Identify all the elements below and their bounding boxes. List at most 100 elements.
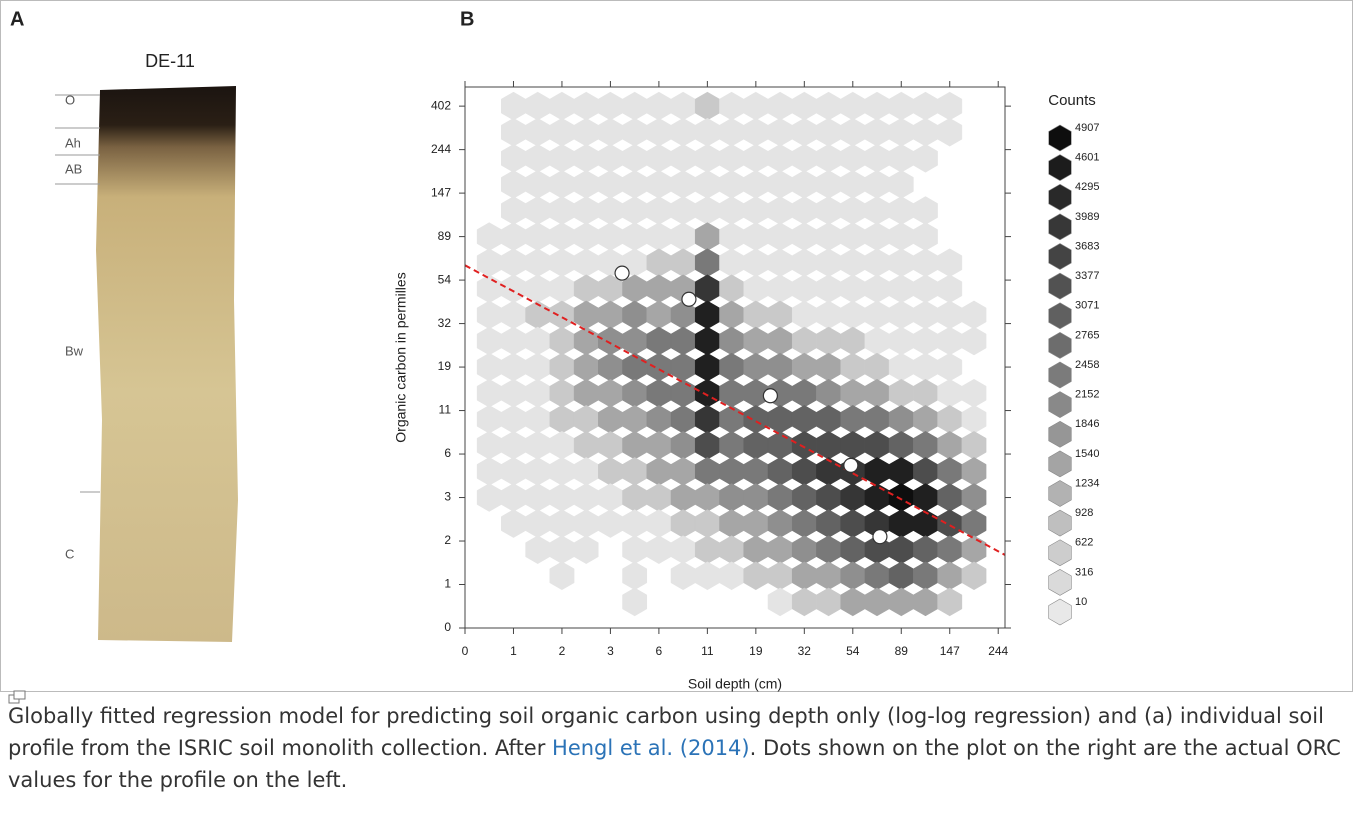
hex-cell: [743, 457, 769, 486]
hex-cell: [670, 509, 696, 538]
hex-cell: [598, 300, 623, 330]
legend-hex: [1048, 509, 1072, 537]
hex-cell: [525, 431, 551, 460]
hex-cell: [525, 352, 551, 382]
citation-link[interactable]: Hengl et al. (2014): [552, 736, 750, 760]
hex-cell: [670, 378, 696, 408]
plot-frame: [464, 86, 1006, 629]
hex-cell: [767, 587, 793, 617]
hex-cell: [549, 117, 575, 147]
y-tick-label: 6: [444, 446, 451, 460]
legend-hex: [1048, 272, 1072, 300]
hex-cell: [598, 483, 623, 512]
hex-cell: [622, 378, 648, 408]
hex-cell: [573, 509, 599, 538]
hex-cell: [694, 431, 720, 460]
hex-cell: [961, 326, 987, 356]
hex-cell: [573, 300, 599, 330]
hex-cell: [477, 92, 501, 120]
legend-label: 2458: [1075, 359, 1099, 371]
legend-label: 1846: [1075, 418, 1099, 430]
legend-label: 4601: [1075, 152, 1099, 164]
hex-cell: [888, 144, 914, 173]
hex-cell: [840, 483, 866, 512]
hex-cell: [791, 405, 817, 434]
hex-cell: [501, 91, 526, 121]
hex-cell: [743, 170, 769, 199]
hex-cell: [622, 91, 648, 121]
hex-cell: [743, 300, 769, 330]
hex-cell: [743, 144, 769, 173]
enlarge-icon[interactable]: [8, 690, 26, 704]
hex-cell: [743, 274, 769, 304]
legend-label: 3071: [1075, 300, 1099, 312]
hex-cell: [816, 509, 841, 538]
profile-point: [614, 265, 630, 281]
hex-cell: [816, 91, 841, 121]
legend-hex: [1048, 420, 1072, 448]
legend-label: 3989: [1075, 211, 1099, 223]
hex-cell: [598, 562, 622, 590]
hex-cell: [719, 274, 744, 304]
hex-cell: [525, 91, 551, 121]
hex-cell: [937, 561, 963, 591]
hex-cell: [816, 274, 841, 304]
hex-cell: [598, 117, 623, 147]
hex-cell: [719, 91, 744, 121]
hex-cell: [646, 352, 672, 382]
legend-hex: [1048, 243, 1072, 270]
hex-cell: [670, 222, 696, 251]
hex-cell: [743, 405, 769, 434]
hex-cell: [791, 170, 817, 199]
hex-cell: [573, 431, 599, 460]
hex-cell: [622, 117, 648, 147]
hex-cell: [767, 405, 793, 434]
hex-cell: [719, 170, 744, 199]
hex-cell: [816, 117, 841, 147]
legend-hex: [1048, 332, 1072, 359]
hex-cell: [647, 588, 671, 616]
hex-cell: [913, 274, 938, 304]
hex-cell: [670, 196, 696, 225]
hex-cell: [525, 457, 551, 486]
hex-cell: [962, 118, 986, 146]
hex-cell: [501, 352, 526, 382]
hex-cell: [501, 509, 526, 538]
profile-point: [872, 529, 888, 545]
hex-cell: [840, 222, 866, 251]
hex-cell: [816, 300, 841, 330]
hex-cell: [670, 170, 696, 199]
legend-hex: [1048, 598, 1072, 626]
hex-cell: [791, 457, 817, 486]
hex-cell: [938, 144, 962, 172]
hex-cell: [719, 196, 744, 225]
hex-cell: [549, 274, 575, 304]
x-tick-label: 3: [607, 644, 614, 658]
hex-cell: [646, 405, 672, 434]
hex-cell: [767, 535, 793, 564]
hex-cell: [549, 483, 575, 512]
hex-cell: [937, 248, 963, 277]
hex-cell: [816, 561, 841, 591]
hex-cell: [888, 91, 914, 121]
hex-cell: [549, 405, 575, 434]
hex-cell: [694, 535, 720, 564]
hex-cell: [719, 248, 744, 277]
hex-cell: [888, 326, 914, 356]
hex-cell: [913, 248, 938, 277]
hex-cell: [791, 352, 817, 382]
horizon-label: Ah: [65, 135, 81, 150]
hex-cell: [913, 196, 938, 225]
legend-label: 316: [1075, 566, 1093, 578]
hex-cell: [864, 431, 890, 460]
hex-cell: [913, 144, 938, 173]
legend-hex: [1048, 361, 1072, 389]
x-tick-label: 89: [895, 644, 909, 658]
hex-cell: [913, 561, 938, 591]
hex-cell: [767, 91, 793, 121]
hex-cell: [743, 352, 769, 382]
y-tick-label: 89: [438, 229, 452, 243]
legend-label: 3377: [1075, 270, 1099, 282]
hex-cell: [743, 509, 769, 538]
